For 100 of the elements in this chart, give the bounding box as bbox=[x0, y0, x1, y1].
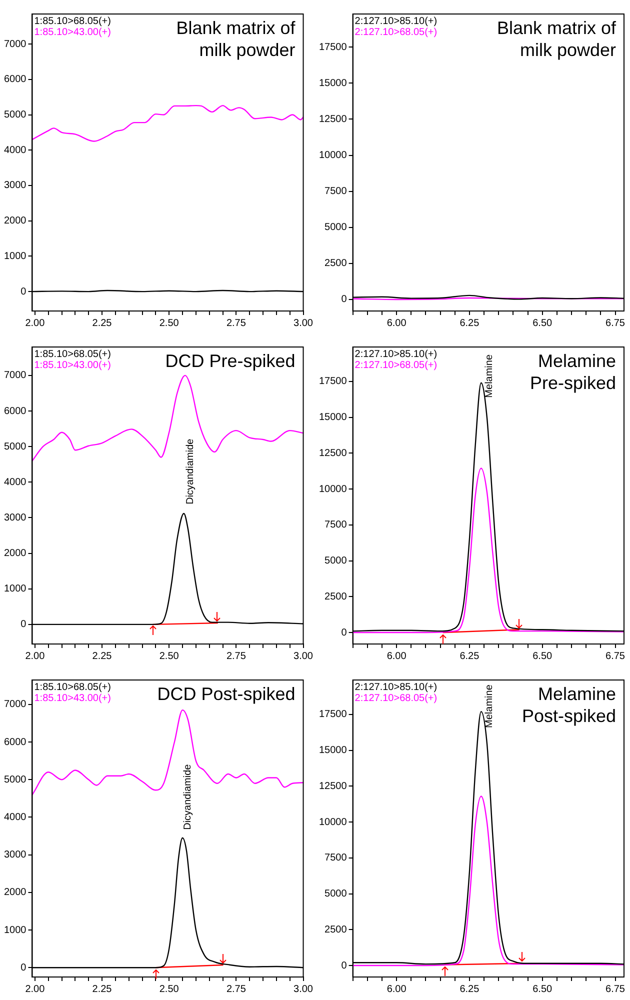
y-tick-label: 5000 bbox=[324, 222, 348, 234]
line-series bbox=[32, 104, 304, 142]
y-tick-label: 5000 bbox=[4, 774, 27, 786]
y-tick-label: 17500 bbox=[318, 709, 348, 720]
annotation: Dicyandiamide bbox=[182, 764, 194, 830]
y-tick-label: 15000 bbox=[318, 745, 348, 756]
x-tick-label: 2.75 bbox=[226, 984, 246, 995]
y-tick-label: 5000 bbox=[4, 441, 27, 452]
y-tick-label: 0 bbox=[20, 619, 27, 630]
y-tick-label: 17500 bbox=[318, 42, 348, 53]
y-tick-label: 15000 bbox=[318, 412, 348, 424]
line-series bbox=[352, 468, 624, 634]
y-tick-label: 7000 bbox=[4, 370, 27, 382]
y-tick-label: 6000 bbox=[4, 406, 27, 417]
x-tick-label: 2.50 bbox=[159, 318, 180, 329]
y-tick-label: 5000 bbox=[324, 556, 348, 567]
y-tick-label: 2500 bbox=[324, 924, 348, 936]
text: 2:127.10>85.10(+) bbox=[354, 348, 438, 360]
x-tick-label: 6.00 bbox=[386, 984, 407, 995]
text: 1:85.10>43.00(+) bbox=[34, 360, 111, 371]
y-tick-label: 2000 bbox=[4, 216, 27, 227]
x-tick-label: 6.25 bbox=[460, 984, 480, 995]
y-tick-label: 0 bbox=[341, 294, 348, 306]
y-tick-label: 1000 bbox=[4, 924, 27, 936]
text: 2:127.10>68.05(+) bbox=[354, 360, 438, 371]
y-tick-label: 7500 bbox=[324, 520, 348, 531]
x-tick-label: 2.00 bbox=[25, 318, 46, 329]
y-tick-label: 2000 bbox=[4, 887, 27, 898]
y-tick-label: 0 bbox=[20, 962, 27, 974]
y-tick-label: 4000 bbox=[4, 476, 27, 488]
y-tick-label: 2000 bbox=[4, 548, 27, 560]
x-tick-label: 2.00 bbox=[25, 984, 46, 995]
annotation: Melamine bbox=[484, 354, 495, 398]
y-tick-label: 1000 bbox=[4, 584, 27, 595]
text: 2:127.10>85.10(+) bbox=[354, 682, 438, 693]
text: 1:85.10>43.00(+) bbox=[34, 26, 111, 38]
x-tick-label: 6.75 bbox=[606, 984, 626, 995]
y-tick-label: 12500 bbox=[318, 780, 348, 792]
x-tick-label: 6.25 bbox=[460, 318, 480, 329]
y-tick-label: 0 bbox=[20, 286, 27, 298]
x-tick-label: 2.25 bbox=[92, 984, 112, 995]
y-tick-label: 0 bbox=[341, 627, 348, 638]
y-tick-label: 6000 bbox=[4, 74, 27, 86]
y-tick-label: 7000 bbox=[4, 699, 27, 710]
y-tick-label: 7500 bbox=[324, 186, 348, 198]
annotation: Melamine bbox=[484, 684, 495, 728]
x-tick-label: 3.00 bbox=[294, 318, 314, 329]
text: 1:85.10>43.00(+) bbox=[34, 692, 111, 704]
y-tick-label: 6000 bbox=[4, 736, 27, 748]
y-tick-label: 3000 bbox=[4, 512, 27, 524]
text: Melamine Post-spiked bbox=[522, 684, 616, 726]
text: 2:127.10>85.10(+) bbox=[354, 16, 438, 27]
text: 1:85.10>68.05(+) bbox=[34, 348, 111, 360]
x-tick-label: 2.75 bbox=[226, 318, 246, 329]
y-tick-label: 2500 bbox=[324, 591, 348, 602]
x-tick-label: 2.25 bbox=[92, 650, 112, 662]
text: Melamine Pre-spiked bbox=[530, 350, 616, 393]
x-tick-label: 6.00 bbox=[386, 318, 407, 329]
text: 2:127.10>68.05(+) bbox=[354, 692, 438, 704]
x-tick-label: 6.50 bbox=[532, 650, 553, 662]
y-tick-label: 12500 bbox=[318, 114, 348, 125]
x-tick-label: 2.50 bbox=[159, 650, 180, 662]
y-tick-label: 0 bbox=[341, 960, 348, 972]
y-tick-label: 10000 bbox=[318, 484, 348, 495]
chart-title: DCD Post-spiked bbox=[157, 684, 296, 704]
annotation: Dicyandiamide bbox=[184, 438, 196, 504]
y-tick-label: 7000 bbox=[4, 38, 27, 50]
y-tick-label: 10000 bbox=[318, 816, 348, 828]
text: Blank matrix of milk powder bbox=[176, 18, 296, 60]
chart-title: DCD Pre-spiked bbox=[165, 350, 296, 371]
y-tick-label: 10000 bbox=[318, 150, 348, 162]
y-tick-label: 3000 bbox=[4, 180, 27, 192]
y-tick-label: 4000 bbox=[4, 144, 27, 156]
x-tick-label: 6.50 bbox=[532, 318, 553, 329]
text: Blank matrix of milk powder bbox=[496, 18, 617, 60]
text: 1:85.10>68.05(+) bbox=[34, 16, 111, 27]
y-tick-label: 5000 bbox=[324, 888, 348, 900]
text: 1:85.10>68.05(+) bbox=[34, 682, 111, 693]
x-tick-label: 6.00 bbox=[386, 650, 407, 662]
x-tick-label: 2.50 bbox=[159, 984, 180, 995]
x-tick-label: 2.25 bbox=[92, 318, 112, 329]
x-tick-label: 2.75 bbox=[226, 650, 246, 662]
x-tick-label: 6.75 bbox=[606, 318, 626, 329]
x-tick-label: 6.25 bbox=[460, 650, 480, 662]
x-tick-label: 3.00 bbox=[294, 984, 314, 995]
line-series bbox=[352, 796, 624, 966]
y-tick-label: 5000 bbox=[4, 110, 27, 121]
x-tick-label: 6.75 bbox=[606, 650, 626, 662]
y-tick-label: 1000 bbox=[4, 250, 27, 262]
y-tick-label: 12500 bbox=[318, 448, 348, 459]
x-tick-label: 3.00 bbox=[294, 650, 314, 662]
y-tick-label: 4000 bbox=[4, 812, 27, 823]
y-tick-label: 7500 bbox=[324, 852, 348, 864]
y-tick-label: 3000 bbox=[4, 850, 27, 861]
y-tick-label: 2500 bbox=[324, 258, 348, 270]
y-tick-label: 17500 bbox=[318, 376, 348, 388]
x-tick-label: 6.50 bbox=[532, 984, 553, 995]
x-tick-label: 2.00 bbox=[25, 650, 46, 662]
text: 2:127.10>68.05(+) bbox=[354, 26, 438, 38]
y-tick-label: 15000 bbox=[318, 78, 348, 89]
